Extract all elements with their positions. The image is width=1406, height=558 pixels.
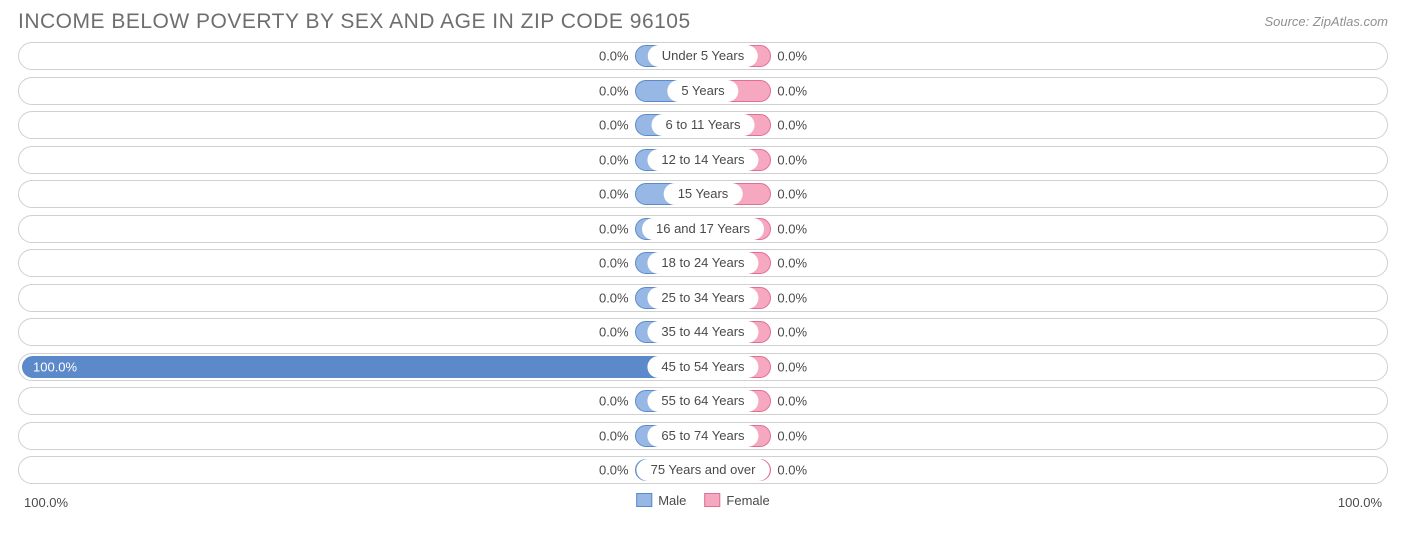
chart-row: 5 Years 0.0% 0.0% [18, 77, 1388, 105]
female-pct-label: 0.0% [777, 49, 807, 64]
male-pct-label: 0.0% [599, 428, 629, 443]
chart-row: 65 to 74 Years 0.0% 0.0% [18, 422, 1388, 450]
chart-footer: 100.0% Male Female 100.0% [0, 491, 1406, 519]
chart-body: Under 5 Years0.0%0.0%5 Years0.0%0.0%6 to… [0, 42, 1406, 484]
female-pct-label: 0.0% [777, 463, 807, 478]
chart-row: 45 to 54 Years 100.0% 0.0% [18, 353, 1388, 381]
chart-header: INCOME BELOW POVERTY BY SEX AND AGE IN Z… [0, 0, 1406, 42]
row-label: 45 to 54 Years [647, 356, 758, 378]
row-label: 16 and 17 Years [642, 218, 764, 240]
legend-female: Female [704, 493, 769, 508]
chart-row: 18 to 24 Years 0.0% 0.0% [18, 249, 1388, 277]
female-pct-label: 0.0% [777, 187, 807, 202]
chart-row: 15 Years 0.0% 0.0% [18, 180, 1388, 208]
male-pct-label: 0.0% [599, 256, 629, 271]
row-label: 6 to 11 Years [652, 114, 755, 136]
chart-row: Under 5 Years 0.0% 0.0% [18, 42, 1388, 70]
row-label: Under 5 Years [648, 45, 758, 67]
chart-row: 16 and 17 Years 0.0% 0.0% [18, 215, 1388, 243]
female-pct-label: 0.0% [777, 152, 807, 167]
female-pct-label: 0.0% [777, 118, 807, 133]
row-label: 55 to 64 Years [647, 390, 758, 412]
male-pct-label: 0.0% [599, 152, 629, 167]
male-pct-label: 0.0% [599, 290, 629, 305]
female-pct-label: 0.0% [777, 325, 807, 340]
male-pct-label: 0.0% [599, 118, 629, 133]
male-pct-label: 0.0% [599, 325, 629, 340]
male-pct-label: 0.0% [599, 49, 629, 64]
chart-row: 25 to 34 Years 0.0% 0.0% [18, 284, 1388, 312]
female-pct-label: 0.0% [777, 394, 807, 409]
legend-male-swatch [636, 493, 652, 507]
row-label: 5 Years [667, 80, 738, 102]
row-label: 18 to 24 Years [647, 252, 758, 274]
row-label: 15 Years [664, 183, 743, 205]
chart-row: 55 to 64 Years 0.0% 0.0% [18, 387, 1388, 415]
axis-left-label: 100.0% [24, 495, 68, 510]
male-bar [22, 356, 703, 378]
chart-row: 6 to 11 Years 0.0% 0.0% [18, 111, 1388, 139]
chart-title: INCOME BELOW POVERTY BY SEX AND AGE IN Z… [18, 10, 691, 34]
row-label: 25 to 34 Years [647, 287, 758, 309]
chart-source: Source: ZipAtlas.com [1264, 14, 1388, 29]
axis-right-label: 100.0% [1338, 495, 1382, 510]
legend-female-swatch [704, 493, 720, 507]
chart-row: 35 to 44 Years 0.0% 0.0% [18, 318, 1388, 346]
female-pct-label: 0.0% [777, 290, 807, 305]
female-pct-label: 0.0% [777, 359, 807, 374]
male-pct-label: 100.0% [33, 359, 77, 374]
male-pct-label: 0.0% [599, 187, 629, 202]
legend-male: Male [636, 493, 686, 508]
row-label: 35 to 44 Years [647, 321, 758, 343]
row-label: 75 Years and over [637, 459, 770, 481]
legend: Male Female [636, 493, 770, 508]
chart-row: 75 Years and over 0.0% 0.0% [18, 456, 1388, 484]
legend-female-label: Female [726, 493, 769, 508]
male-pct-label: 0.0% [599, 221, 629, 236]
male-pct-label: 0.0% [599, 83, 629, 98]
row-label: 12 to 14 Years [647, 149, 758, 171]
row-label: 65 to 74 Years [647, 425, 758, 447]
legend-male-label: Male [658, 493, 686, 508]
female-pct-label: 0.0% [777, 221, 807, 236]
female-pct-label: 0.0% [777, 428, 807, 443]
female-pct-label: 0.0% [777, 256, 807, 271]
chart-row: 12 to 14 Years 0.0% 0.0% [18, 146, 1388, 174]
male-pct-label: 0.0% [599, 394, 629, 409]
female-pct-label: 0.0% [777, 83, 807, 98]
male-pct-label: 0.0% [599, 463, 629, 478]
